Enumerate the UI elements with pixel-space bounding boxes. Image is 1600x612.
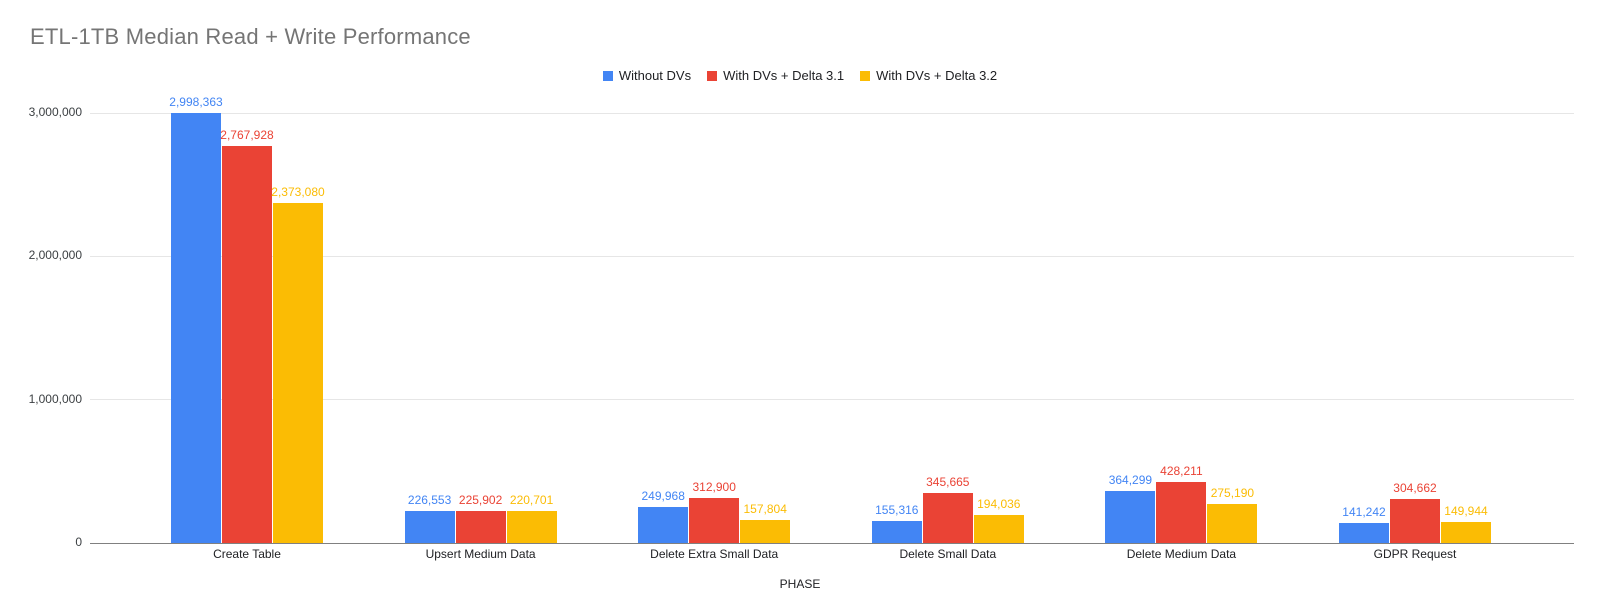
bar: [1156, 481, 1207, 543]
y-axis-tick-label: 3,000,000: [28, 105, 82, 119]
x-axis-category-label: Upsert Medium Data: [425, 547, 536, 561]
legend-item-0: Without DVs: [602, 68, 692, 83]
y-gridline: [90, 255, 1574, 257]
bar: [1390, 499, 1440, 543]
bar: [638, 507, 689, 543]
x-axis-category-label: Delete Small Data: [899, 547, 997, 561]
bar: [273, 202, 323, 543]
legend-label: With DVs + Delta 3.2: [876, 68, 998, 83]
legend-label: Without DVs: [618, 68, 692, 83]
legend-swatch-icon: [707, 70, 718, 81]
legend-item-1: With DVs + Delta 3.1: [707, 68, 844, 83]
bar: [506, 511, 557, 543]
bar-value-label: 304,662: [1393, 481, 1437, 496]
bar-value-label: 428,211: [1160, 463, 1203, 478]
bar: [222, 146, 272, 543]
bar: [973, 515, 1024, 543]
bar: [1339, 522, 1389, 543]
bar-value-label: 157,804: [743, 502, 787, 517]
legend-label: With DVs + Delta 3.1: [723, 68, 845, 83]
bar-value-label: 249,968: [641, 489, 685, 504]
bar-value-label: 141,242: [1342, 504, 1386, 519]
bar-value-label: 2,998,363: [169, 95, 223, 110]
legend-swatch-icon: [602, 70, 613, 81]
bar: [1441, 521, 1491, 543]
y-axis-tick-label: 0: [75, 535, 82, 549]
bar: [171, 113, 221, 543]
y-axis-tick-label: 1,000,000: [28, 391, 82, 406]
bar-value-label: 220,701: [509, 493, 554, 508]
bar-value-label: 149,944: [1444, 503, 1488, 518]
chart-title: ETL-1TB Median Read + Write Performance: [30, 24, 471, 49]
bar-value-label: 155,316: [875, 502, 919, 517]
x-axis-category-label: Delete Medium Data: [1126, 547, 1237, 561]
bar-value-label: 275,190: [1210, 485, 1255, 500]
bar-value-label: 2,767,928: [220, 128, 274, 143]
bar: [404, 510, 455, 543]
bar: [1207, 503, 1258, 543]
legend-swatch-icon: [860, 70, 871, 81]
bar: [871, 520, 922, 543]
bar: [922, 493, 973, 543]
bar-value-label: 226,553: [407, 492, 452, 507]
x-axis-title: PHASE: [779, 577, 821, 591]
bar: [740, 520, 791, 543]
y-gridline: [90, 112, 1574, 114]
bar: [689, 498, 740, 543]
bar-value-label: 194,036: [977, 497, 1021, 512]
bar-value-label: 2,373,080: [271, 184, 325, 199]
y-axis-tick-label: 2,000,000: [28, 248, 82, 263]
legend-item-2: With DVs + Delta 3.2: [860, 68, 997, 83]
x-axis-category-label: Create Table: [213, 547, 281, 561]
y-gridline: [90, 399, 1574, 401]
bar-value-label: 364,299: [1108, 472, 1153, 487]
bar: [1105, 490, 1156, 543]
bar-value-label: 312,900: [692, 480, 736, 495]
x-axis-category-label: GDPR Request: [1373, 547, 1457, 561]
bar-value-label: 225,902: [458, 492, 503, 507]
bar: [455, 510, 506, 543]
x-axis-baseline: [90, 543, 1574, 544]
chart-legend: Without DVs With DVs + Delta 3.1 With DVs …: [0, 68, 1600, 83]
x-axis-category-label: Delete Extra Small Data: [650, 547, 779, 561]
bar-value-label: 345,665: [926, 475, 970, 490]
